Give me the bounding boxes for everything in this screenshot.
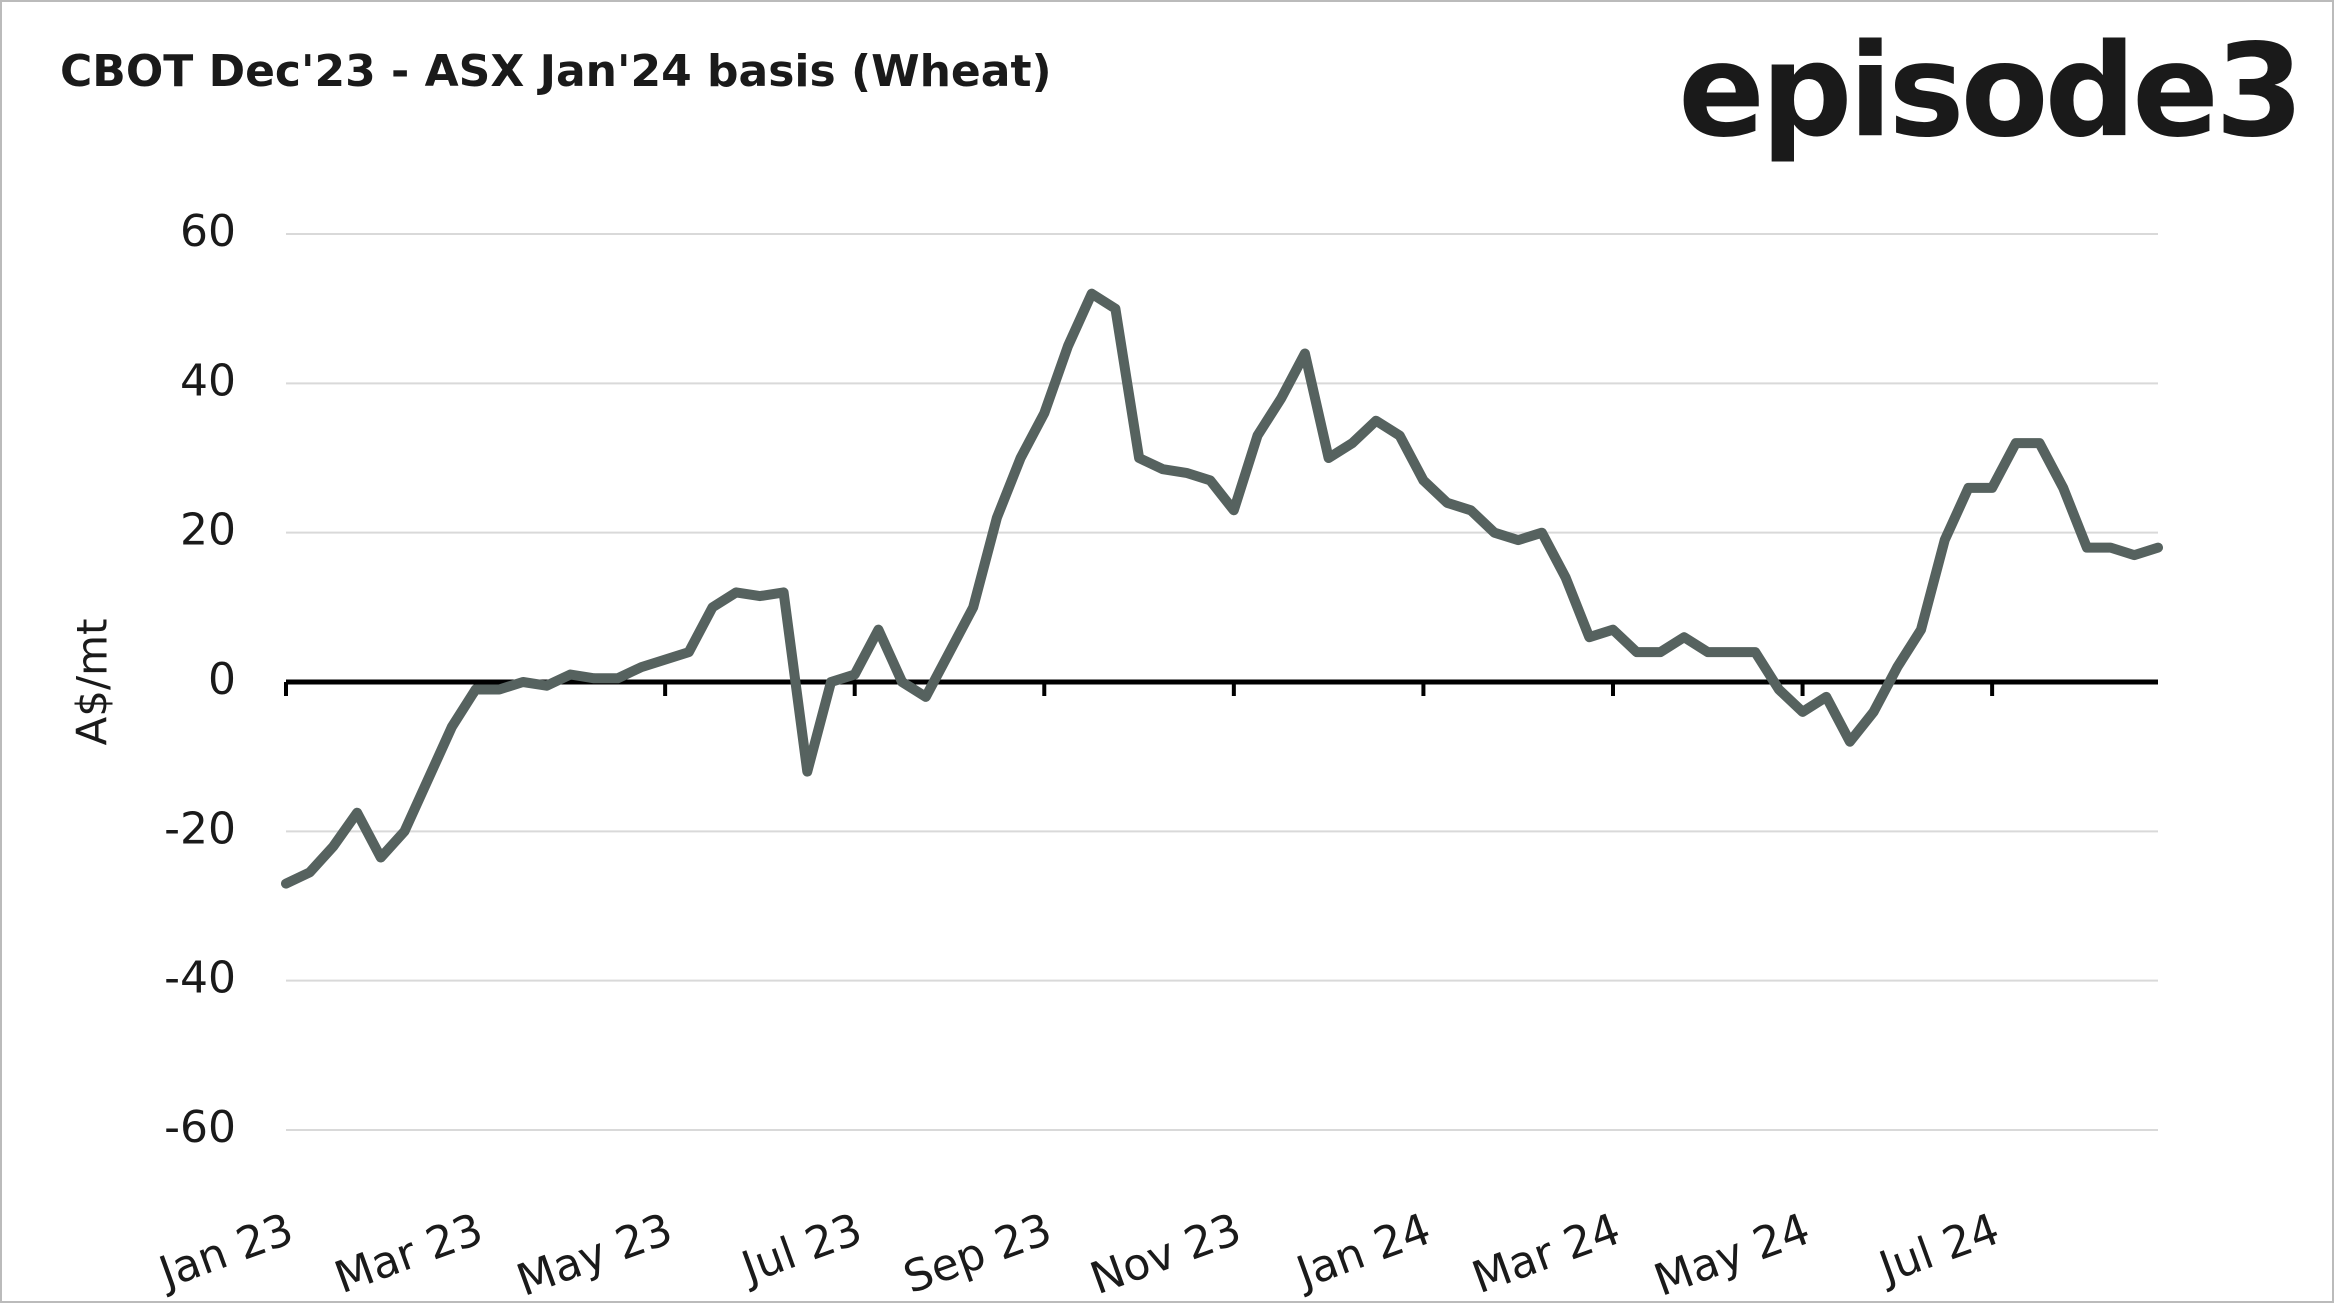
chart-title: CBOT Dec'23 - ASX Jan'24 basis (Wheat)	[60, 46, 1052, 97]
data-line	[281, 288, 2163, 889]
y-tick-label: 20	[180, 505, 236, 556]
y-tick-label: -60	[164, 1102, 236, 1153]
y-tick-label: 0	[208, 654, 236, 705]
y-axis-label: A$/mt	[68, 619, 117, 746]
y-tick-label: 40	[180, 355, 236, 406]
logo: episode3	[1678, 17, 2300, 166]
y-tick-label: -20	[164, 803, 236, 854]
y-tick-label: -40	[164, 953, 236, 1004]
y-tick-label: 60	[180, 206, 236, 257]
